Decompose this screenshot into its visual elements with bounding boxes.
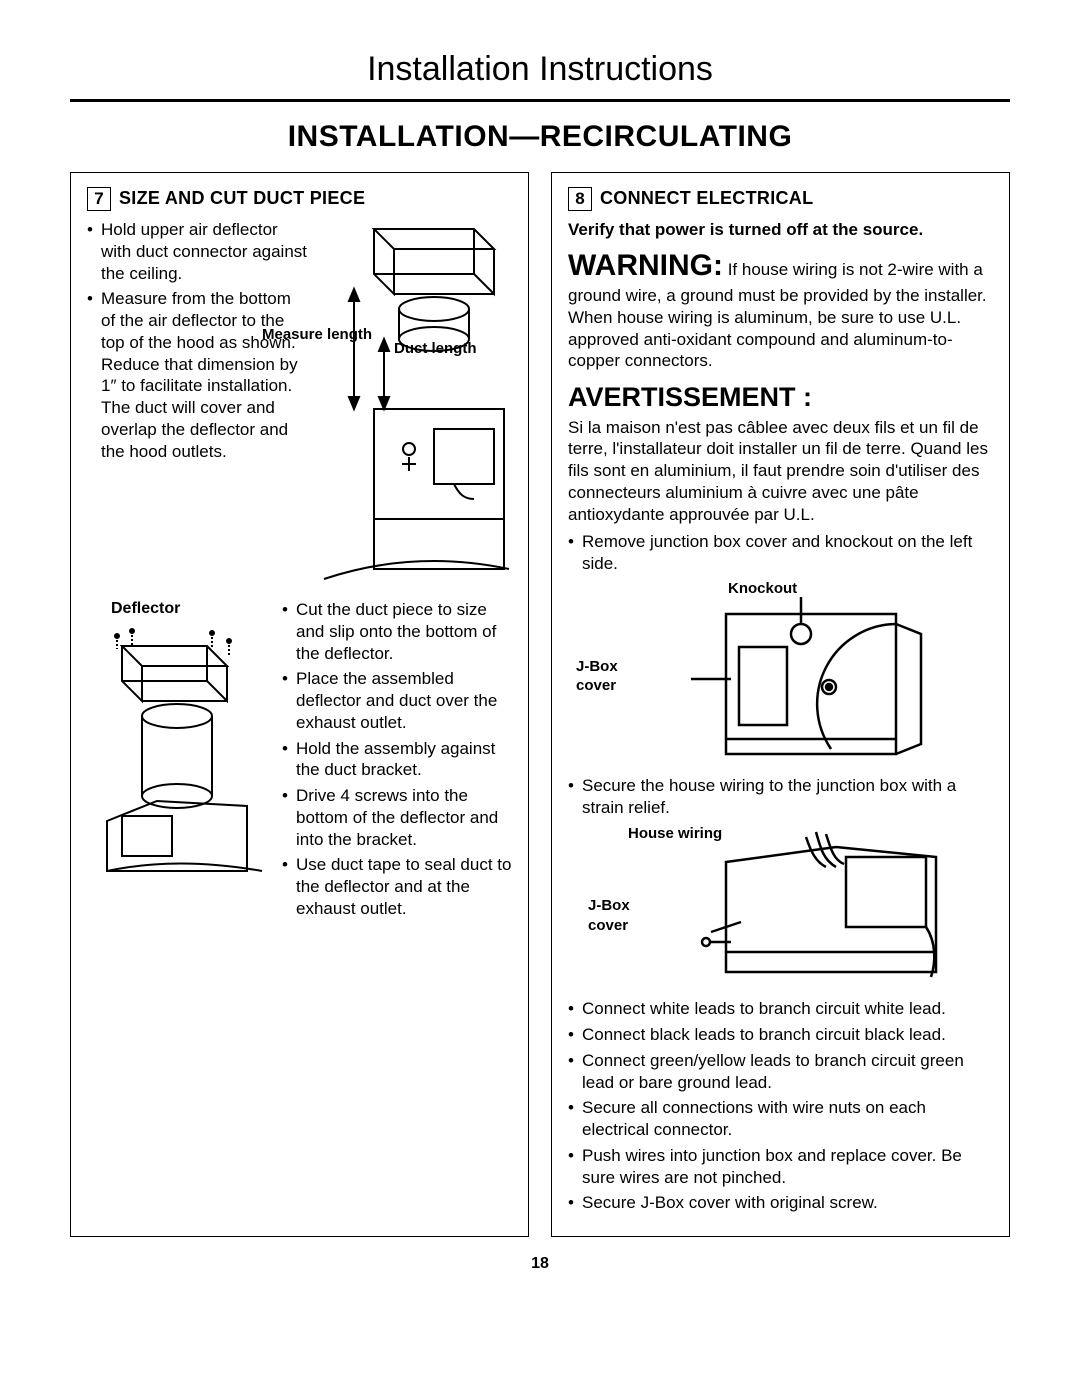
left-column: 7 SIZE AND CUT DUCT PIECE Hold upper air… [70,172,529,1237]
house-wiring-label: House wiring [628,824,722,843]
jbox-cover-label-2: J-Box cover [588,896,643,934]
right-bullet-secure: Secure the house wiring to the junction … [568,775,993,819]
right-bullet-remove: Remove junction box cover and knockout o… [568,531,993,575]
list-item: Cut the duct piece to size and slip onto… [282,599,512,664]
power-off-note: Verify that power is turned off at the s… [568,219,993,241]
page-number: 18 [70,1255,1010,1273]
avertissement-label: AVERTISSEMENT : [568,380,993,415]
list-item: Hold the assembly against the duct brack… [282,738,512,782]
figure-knockout: Knockout J-Box cover [568,579,993,769]
deflector-label: Deflector [111,599,272,619]
list-item: Connect green/yellow leads to branch cir… [568,1050,993,1094]
knockout-label: Knockout [728,579,797,598]
warning-label: WARNING: [568,249,723,282]
list-item: Measure from the bottom of the air defle… [87,288,308,462]
step-title: SIZE AND CUT DUCT PIECE [119,187,365,210]
list-item: Secure all connections with wire nuts on… [568,1097,993,1141]
right-column: 8 CONNECT ELECTRICAL Verify that power i… [551,172,1010,1237]
left-bottom-bullets: Cut the duct piece to size and slip onto… [282,599,512,920]
page-title: Installation Instructions [70,50,1010,102]
list-item: Push wires into junction box and replace… [568,1145,993,1189]
list-item: Secure J-Box cover with original screw. [568,1192,993,1214]
list-item: Place the assembled deflector and duct o… [282,668,512,733]
figure-house-wiring: House wiring J-Box cover [568,822,993,992]
avertissement-text: Si la maison n'est pas câblee avec deux … [568,417,993,526]
list-item: Hold upper air deflector with duct conne… [87,219,308,284]
list-item: Secure the house wiring to the junction … [568,775,993,819]
list-item: Connect black leads to branch circuit bl… [568,1024,993,1046]
list-item: Connect white leads to branch circuit wh… [568,998,993,1020]
list-item: Drive 4 screws into the bottom of the de… [282,785,512,850]
list-item: Use duct tape to seal duct to the deflec… [282,854,512,919]
step-number-box: 7 [87,187,111,211]
section-title: INSTALLATION—RECIRCULATING [70,120,1010,154]
right-end-bullets: Connect white leads to branch circuit wh… [568,998,993,1214]
step-header-8: 8 CONNECT ELECTRICAL [568,187,993,211]
figure-deflector: Deflector [87,599,272,924]
figure-measure-duct: Measure length Duct length [314,219,514,589]
duct-length-label: Duct length [394,339,477,358]
step-number-box: 8 [568,187,592,211]
content-columns: 7 SIZE AND CUT DUCT PIECE Hold upper air… [70,172,1010,1237]
step-header-7: 7 SIZE AND CUT DUCT PIECE [87,187,512,211]
measure-length-label: Measure length [262,325,372,344]
step-title: CONNECT ELECTRICAL [600,187,813,210]
list-item: Remove junction box cover and knockout o… [568,531,993,575]
jbox-cover-label: J-Box cover [576,657,631,695]
warning-paragraph: WARNING: If house wiring is not 2-wire w… [568,247,993,372]
